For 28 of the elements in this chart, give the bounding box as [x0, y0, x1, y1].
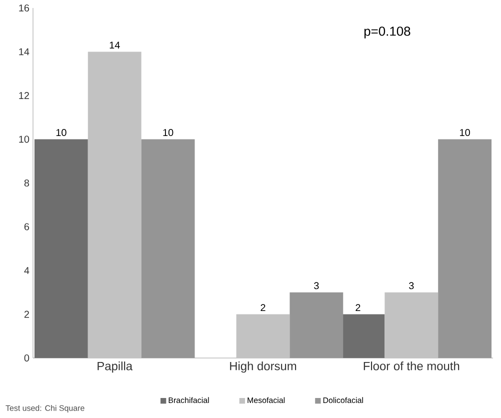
annotation: p=0.108	[364, 26, 410, 38]
y-tick-label: 2	[24, 310, 29, 318]
bar	[290, 292, 344, 358]
data-label: 14	[110, 42, 120, 49]
data-label: 2	[260, 304, 266, 312]
y-tick-label: 6	[24, 223, 30, 230]
bar	[384, 292, 438, 358]
x-tick-label: Floor of the mouth	[364, 362, 460, 370]
y-tick-label: 16	[19, 4, 30, 12]
x-tick-label: High dorsum	[230, 362, 296, 373]
data-label: 10	[163, 129, 174, 136]
y-tick-label: 14	[19, 48, 30, 56]
y-tick-label: 4	[24, 267, 30, 274]
data-label: 3	[408, 282, 414, 290]
y-tick-label: 8	[24, 179, 30, 187]
data-label: 10	[56, 129, 66, 136]
data-label: 3	[314, 282, 319, 290]
bar	[88, 52, 142, 358]
y-tick-label: 0	[24, 354, 30, 362]
bar	[141, 139, 195, 358]
y-tick-label: 10	[19, 136, 30, 143]
x-tick-label: Papilla	[98, 362, 133, 373]
bar	[438, 139, 492, 358]
data-label: 2	[356, 304, 360, 312]
data-label: 10	[460, 129, 470, 136]
bar	[236, 314, 290, 358]
bar	[34, 139, 88, 358]
y-tick-label: 12	[19, 92, 29, 99]
